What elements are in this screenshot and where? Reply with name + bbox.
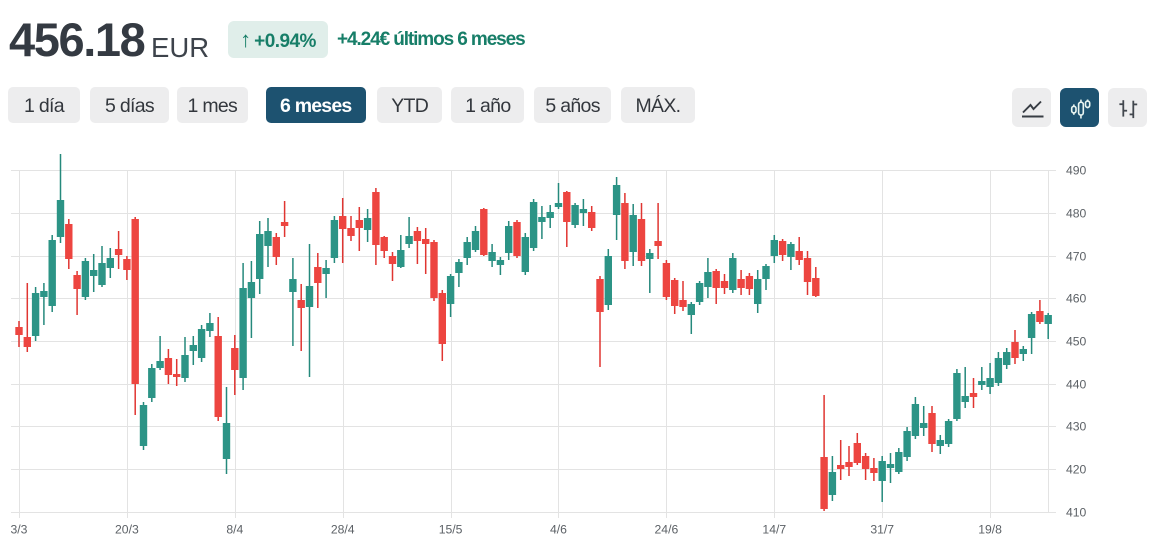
svg-text:430: 430 (1066, 420, 1087, 434)
svg-text:24/6: 24/6 (655, 523, 679, 537)
svg-text:470: 470 (1066, 250, 1087, 264)
svg-text:420: 420 (1066, 463, 1087, 477)
svg-text:20/3: 20/3 (115, 523, 139, 537)
svg-text:8/4: 8/4 (226, 523, 243, 537)
svg-text:460: 460 (1066, 292, 1087, 306)
svg-text:440: 440 (1066, 378, 1087, 392)
svg-text:31/7: 31/7 (870, 523, 894, 537)
svg-text:410: 410 (1066, 506, 1087, 520)
svg-text:480: 480 (1066, 207, 1087, 221)
svg-text:3/3: 3/3 (11, 523, 28, 537)
svg-text:15/5: 15/5 (439, 523, 463, 537)
svg-text:4/6: 4/6 (550, 523, 567, 537)
svg-text:19/8: 19/8 (978, 523, 1002, 537)
svg-text:28/4: 28/4 (331, 523, 355, 537)
svg-text:14/7: 14/7 (762, 523, 786, 537)
svg-text:490: 490 (1066, 164, 1087, 178)
svg-text:450: 450 (1066, 335, 1087, 349)
